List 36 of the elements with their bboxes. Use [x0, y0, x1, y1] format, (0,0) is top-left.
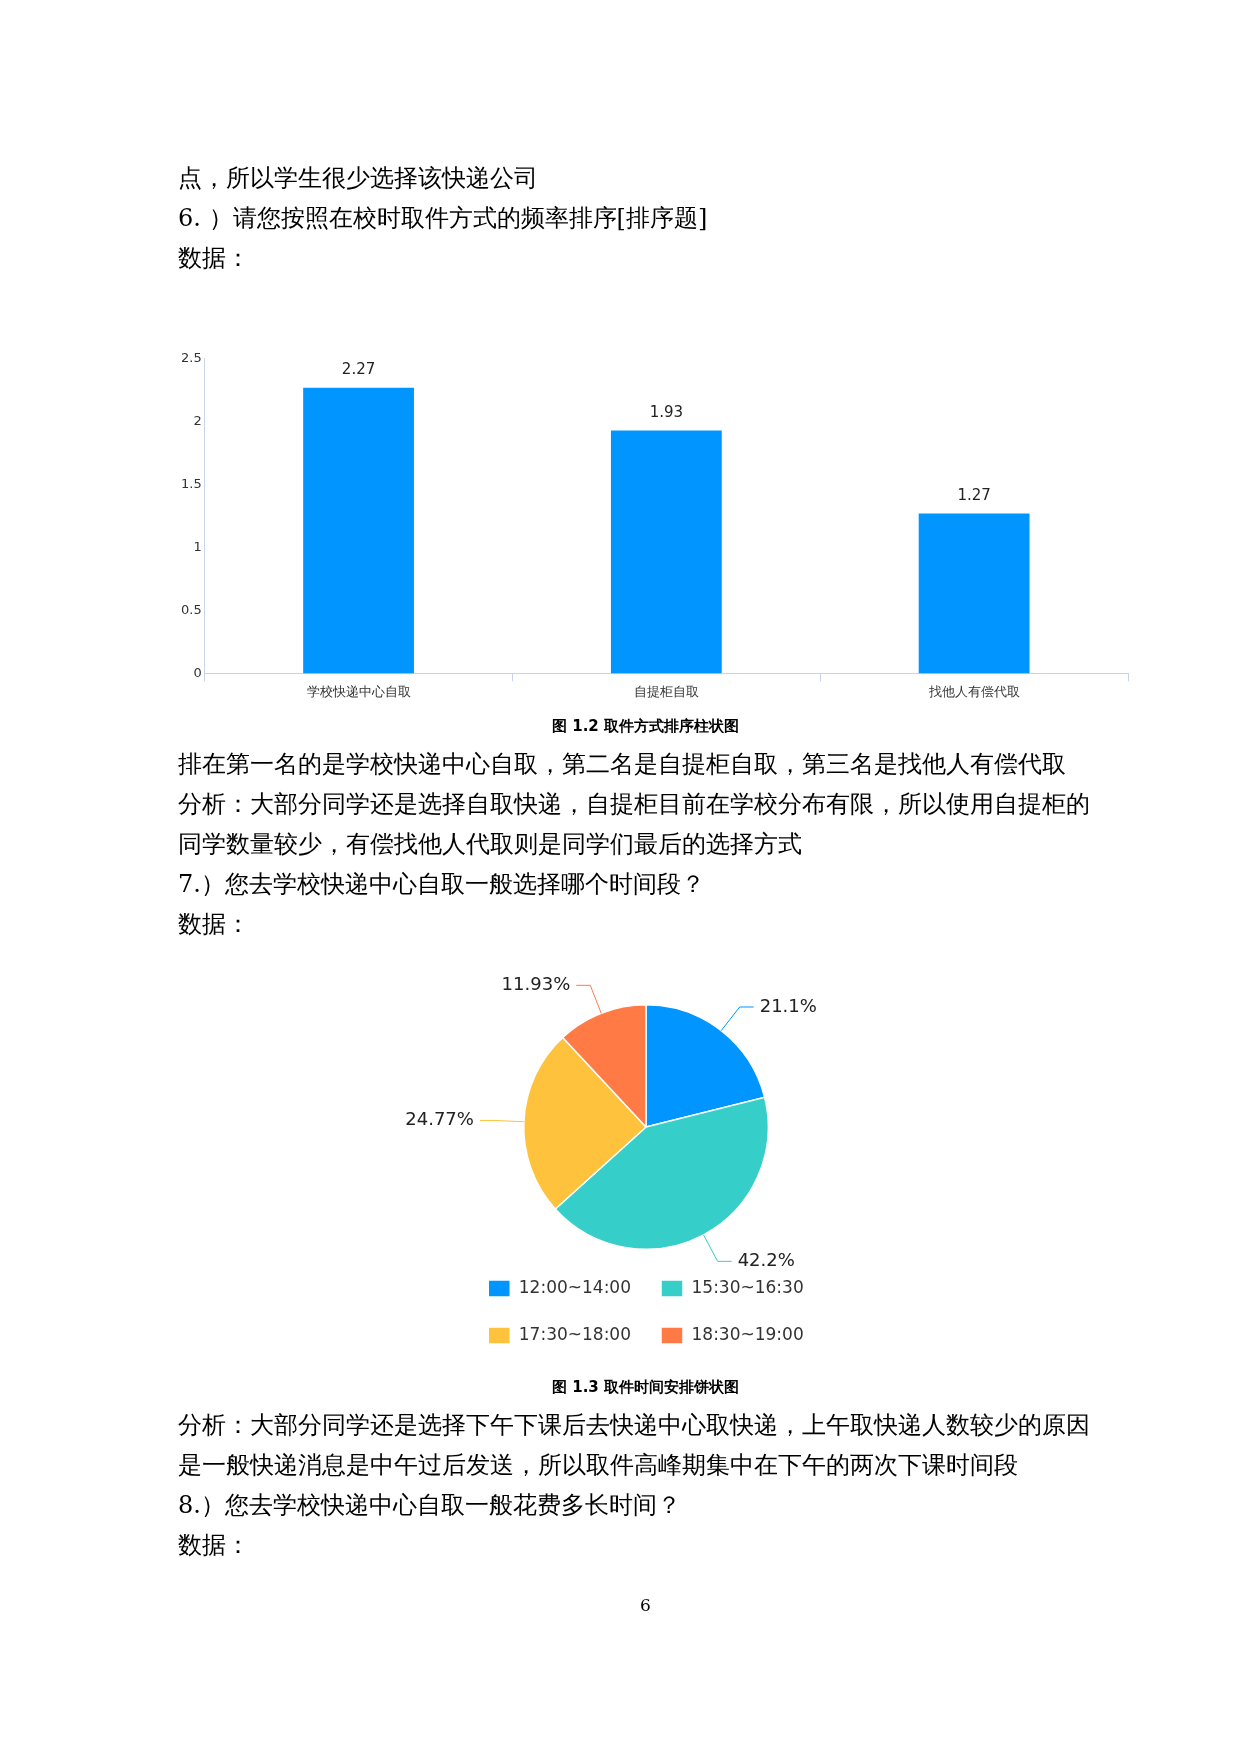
x-tick-label: 自提柜自取: [633, 683, 699, 699]
text: 分析：大部分同学还是选择自取快递，自提柜目前在学校分布有限，所以使用自提柜的同学数量较少，有偿找他人代取则是同学们最后的选择方式: [178, 789, 1091, 860]
x-tick-label: 学校快递中心自取: [306, 683, 411, 699]
text: 数据：: [178, 1530, 251, 1561]
text: 数据：: [178, 909, 251, 940]
bar: [918, 513, 1030, 674]
legend-label: 12:00~14:00: [518, 1276, 631, 1297]
text: 图 1.3 取件时间安排饼状图: [551, 1378, 740, 1397]
y-tick-label: 0.5: [180, 601, 202, 617]
y-tick-label: 1.5: [180, 476, 202, 492]
data-label: 1.27: [957, 485, 991, 504]
text: 点，所以学生很少选择该快递公司: [178, 163, 539, 194]
legend-label: 15:30~16:30: [691, 1276, 804, 1297]
data-label: 11.93%: [501, 972, 570, 994]
text: 排在第一名的是学校快递中心自取，第二名是自提柜自取，第三名是找他人有偿代取: [178, 749, 1067, 780]
y-tick-label: 2: [193, 413, 202, 429]
text: 7.）您去学校快递中心自取一般选择哪个时间段？: [178, 869, 706, 900]
bar: [303, 387, 414, 674]
text: 数据：: [178, 243, 251, 274]
y-tick-label: 0: [193, 664, 202, 680]
data-label: 1.93: [649, 402, 684, 421]
text: 6: [639, 1594, 652, 1617]
data-label: 42.2%: [737, 1249, 795, 1270]
y-tick-label: 2.5: [180, 350, 202, 366]
text: 8.）您去学校快递中心自取一般花费多长时间？: [178, 1490, 682, 1521]
y-tick-label: 1: [193, 538, 202, 554]
data-label: 2.27: [341, 360, 376, 379]
text: 6. ）请您按照在校时取件方式的频率排序[排序题]: [178, 203, 709, 234]
text: 图 1.2 取件方式排序柱状图: [551, 717, 740, 736]
bar: [610, 430, 722, 674]
x-tick-label: 找他人有偿代取: [927, 683, 1020, 699]
legend-label: 18:30~19:00: [691, 1323, 804, 1344]
data-label: 24.77%: [404, 1108, 474, 1130]
text: 分析：大部分同学还是选择下午下课后去快递中心取快递，上午取快递人数较少的原因是一般快递消息是中午过后发送，所以取件高峰期集中在下午的两次下课时间段: [178, 1410, 1091, 1481]
data-label: 21.1%: [759, 994, 817, 1016]
legend-label: 17:30~18:00: [518, 1323, 631, 1344]
